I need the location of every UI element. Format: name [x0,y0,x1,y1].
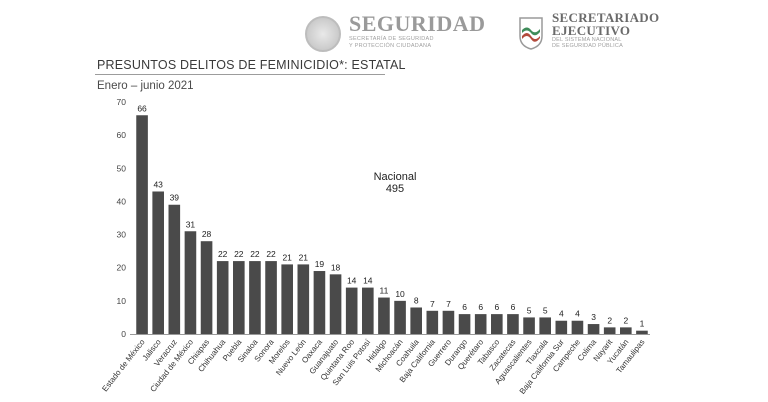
bar [281,264,293,334]
bar [265,261,277,334]
bar [555,320,568,334]
bar [313,271,326,334]
bar [249,261,261,334]
seguridad-sub2: Y PROTECCIÓN CIUDADANA [349,43,432,49]
bar-value-label: 5 [527,305,532,315]
bar [297,264,310,334]
bar [474,314,487,334]
y-tick-label: 20 [117,263,127,273]
bar [378,297,390,334]
bar-value-label: 66 [137,103,147,113]
bar-value-label: 6 [494,302,499,312]
bar-value-label: 43 [153,179,163,189]
bar [636,330,648,334]
bar [168,204,181,334]
bar-value-label: 2 [623,315,628,325]
chart-title: PRESUNTOS DELITOS DE FEMINICIDIO*: ESTAT… [97,58,406,72]
seguridad-logo: SEGURIDAD SECRETARÍA DE SEGURIDAD Y PROT… [305,10,486,52]
y-tick-label: 70 [117,97,127,107]
bar-value-label: 1 [640,319,645,329]
bar [620,327,632,334]
bar [329,274,342,334]
secretariado-sub2: DE SEGURIDAD PÚBLICA [552,43,623,49]
bar-value-label: 31 [186,219,196,229]
bar-value-label: 39 [170,193,180,203]
bar [216,261,229,334]
bar [539,317,551,334]
bar-value-label: 28 [202,229,212,239]
bars [136,115,648,334]
bar [442,310,455,334]
secretariado-logo: SECRETARIADO EJECUTIVO DEL SISTEMA NACIO… [518,10,659,50]
mexico-seal-icon [305,16,341,52]
bar [571,320,584,334]
bar-value-label: 4 [575,309,580,319]
seguridad-name: SEGURIDAD [349,11,486,36]
bar-value-label: 21 [299,252,309,262]
bar-value-label: 6 [462,302,467,312]
bar [507,314,519,334]
bar-value-label: 22 [218,249,228,259]
title-underline [95,74,385,75]
national-label: Nacional [373,171,417,183]
y-tick-label: 50 [117,163,127,173]
bar-value-label: 19 [315,259,325,269]
bar [152,191,164,334]
bar-value-label: 18 [331,262,341,272]
secretariado-line2: EJECUTIVO [552,22,631,38]
y-tick-label: 10 [117,296,127,306]
bar [410,307,422,334]
chart-subtitle: Enero – junio 2021 [97,80,194,92]
bar-value-label: 6 [511,302,516,312]
bar [523,317,535,334]
y-axis-ticks: 0 10 20 30 40 50 60 70 [117,97,127,339]
bar-value-label: 22 [250,249,260,259]
secretariado-line1: SECRETARIADO [552,9,660,25]
bar-value-label: 5 [543,305,548,315]
bar-value-label: 10 [395,289,405,299]
bar-value-label: 14 [363,276,373,286]
y-tick-label: 60 [117,130,127,140]
bar-value-label: 4 [559,309,564,319]
bar [184,231,197,334]
bar-value-label: 11 [380,286,389,296]
x-tick-label: Estado de México [100,337,147,393]
bar-value-label: 7 [430,299,435,309]
bar [345,287,358,334]
bar-value-label: 21 [282,252,292,262]
bar [458,314,471,334]
bar-value-label: 2 [607,315,612,325]
y-tick-label: 40 [117,196,127,206]
bar-value-label: 22 [234,249,244,259]
bar-value-label: 6 [478,302,483,312]
bar-value-label: 8 [414,295,419,305]
bar-value-label: 22 [266,249,276,259]
bar [603,327,616,334]
y-tick-label: 30 [117,230,127,240]
bar [233,261,245,334]
bar-value-label: 7 [446,299,451,309]
shield-icon [519,17,543,50]
bar [491,314,503,334]
national-value: 495 [385,183,405,195]
bar-value-label: 14 [347,276,357,286]
bar [426,310,439,334]
secretariado-sub1: DEL SISTEMA NACIONAL [552,36,622,43]
bar [362,287,374,334]
national-total-annotation: Nacional 495 [360,171,430,195]
y-tick-label: 0 [121,329,126,339]
bar [200,241,213,334]
bar [136,115,148,334]
seguridad-sub1: SECRETARÍA DE SEGURIDAD [349,36,434,42]
header-logos: SEGURIDAD SECRETARÍA DE SEGURIDAD Y PROT… [305,10,659,65]
bar [587,324,600,334]
bar [394,300,406,334]
bar-value-label: 3 [591,312,596,322]
